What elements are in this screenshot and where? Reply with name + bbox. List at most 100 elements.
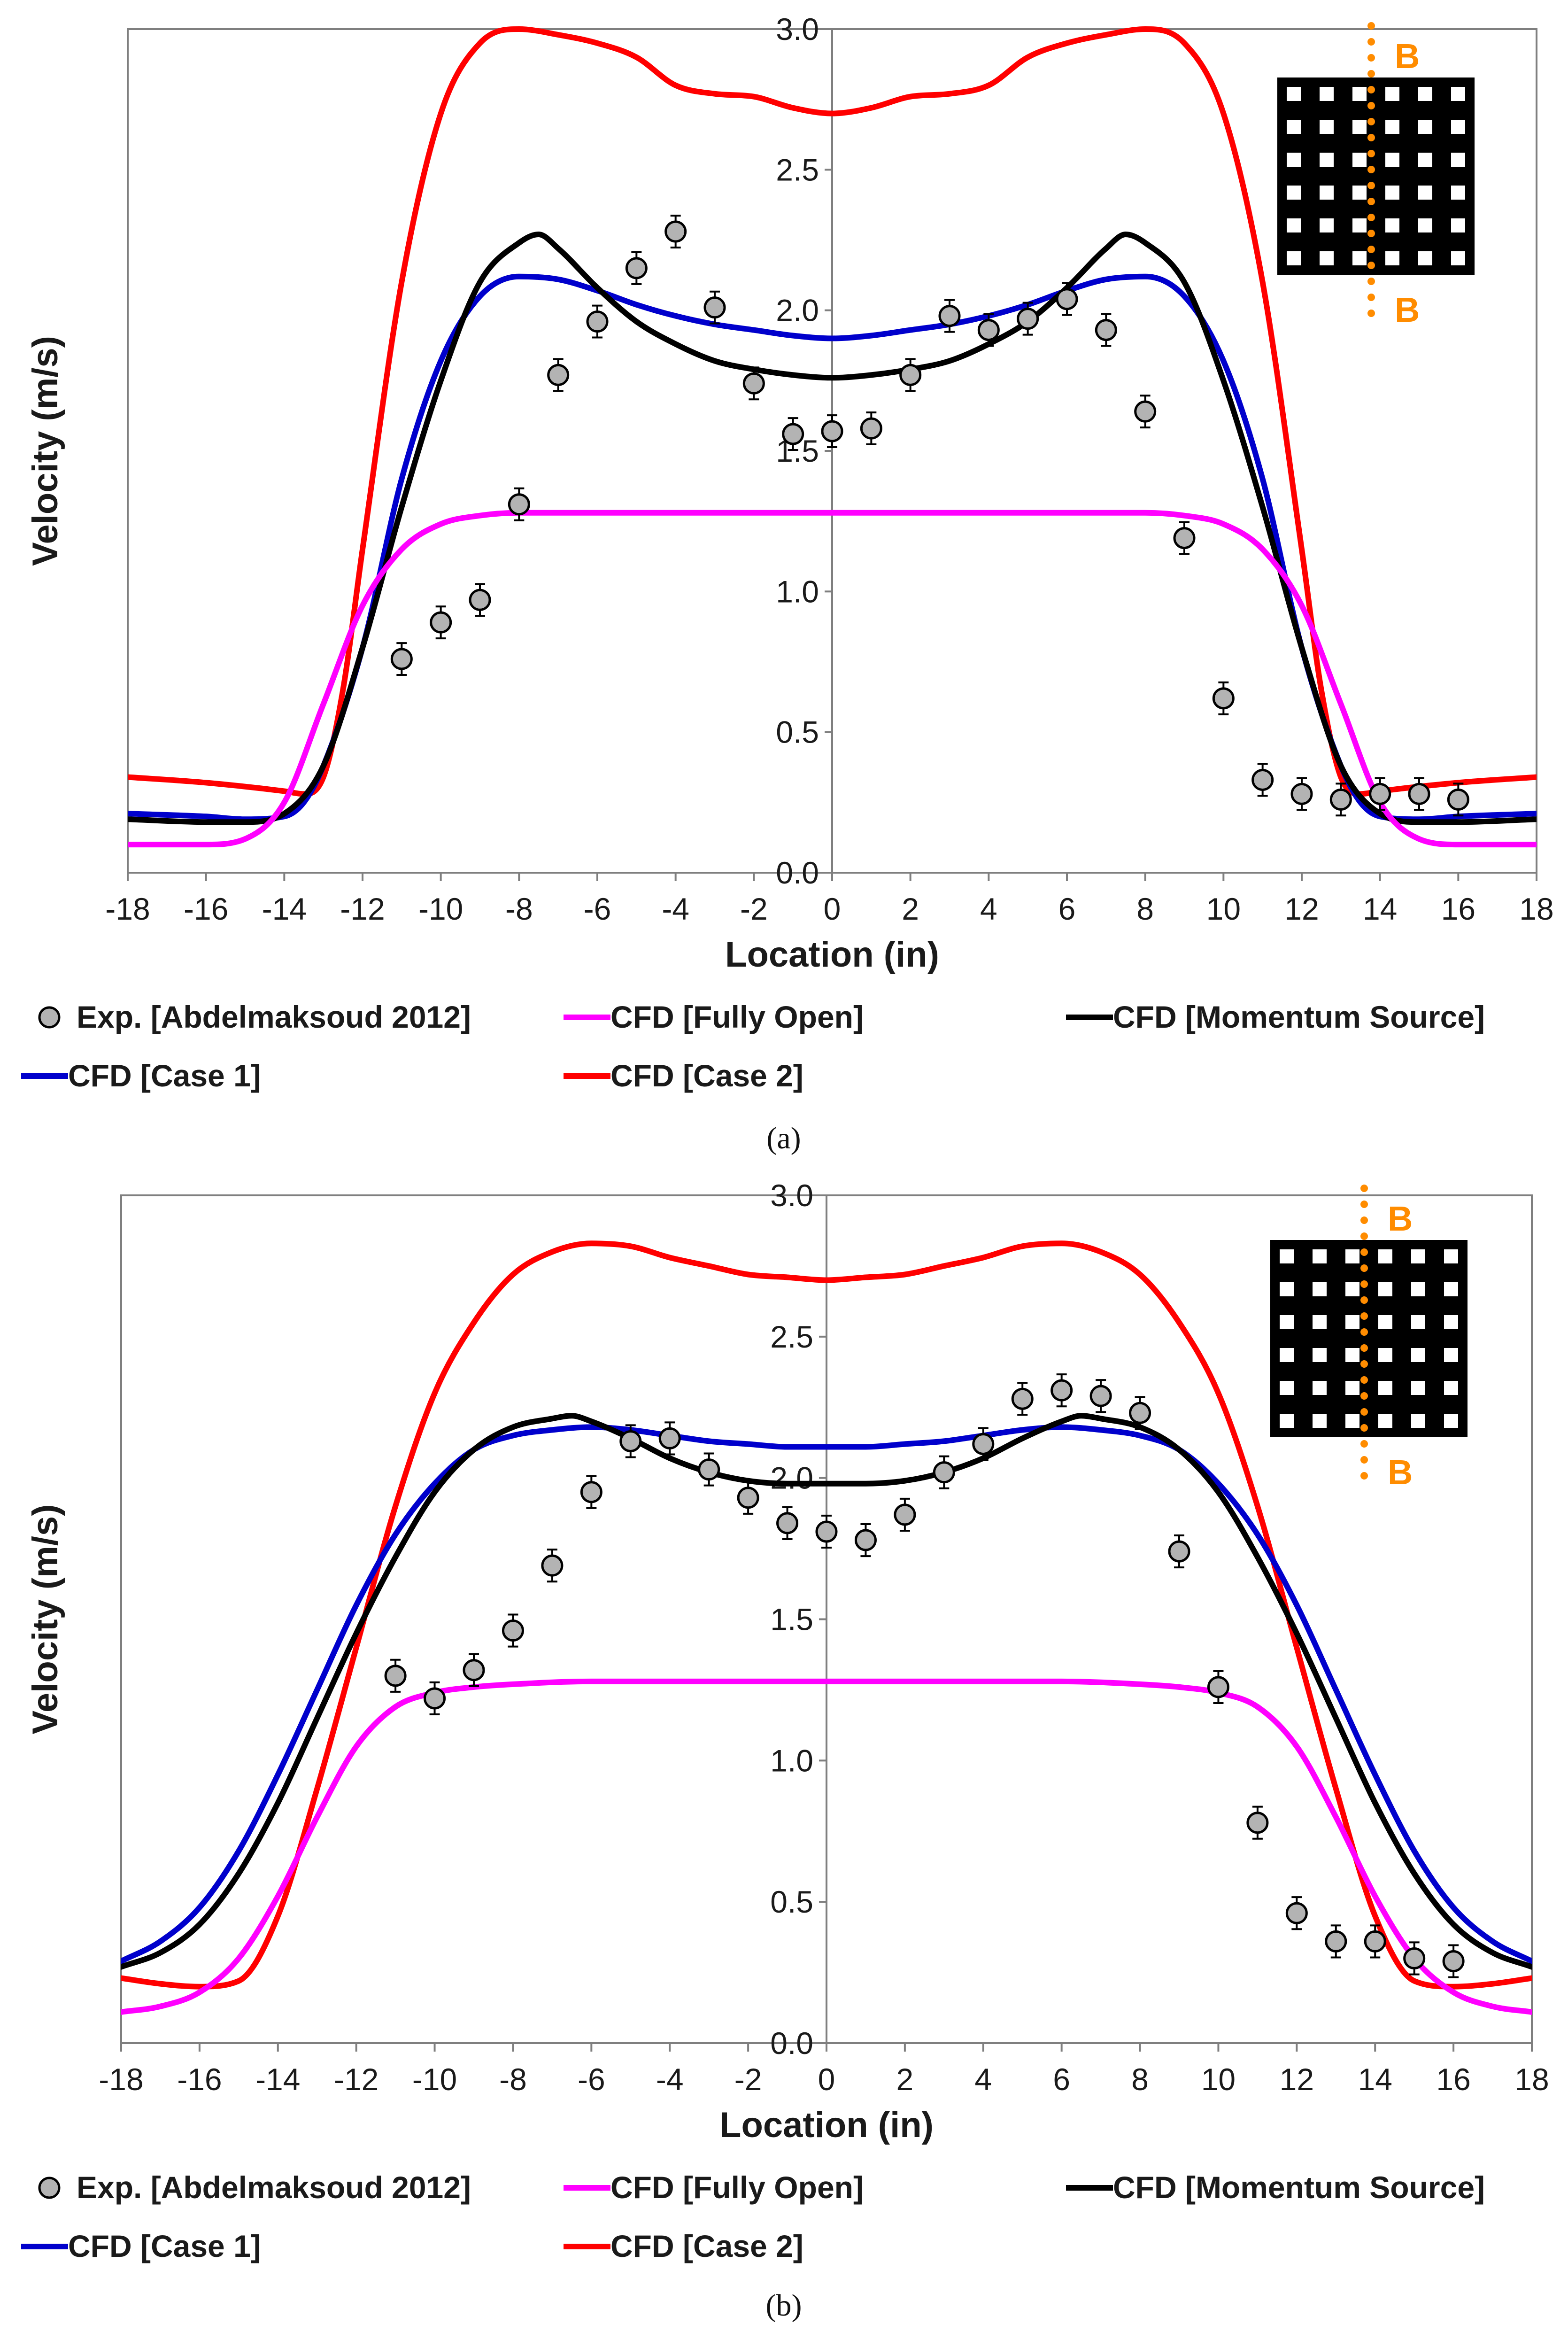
exp-data-point (860, 411, 882, 446)
legend-label: CFD [Fully Open] (610, 999, 864, 1034)
grid-opening (1418, 153, 1432, 167)
exp-data-point (1129, 1396, 1151, 1430)
grid-opening (1444, 1381, 1458, 1395)
x-tick-label: -6 (578, 2062, 605, 2097)
exp-data-point (664, 215, 687, 248)
grid-opening (1411, 1381, 1425, 1395)
legend-item: CFD [Fully Open] (564, 999, 864, 1034)
exp-data-point (580, 1475, 602, 1509)
grid-opening (1320, 87, 1334, 101)
exp-data-point (854, 1523, 877, 1557)
x-tick-label: -4 (662, 891, 689, 926)
x-axis-title: Location (in) (725, 935, 939, 975)
grid-opening (1451, 218, 1465, 232)
exp-data-point (933, 1455, 955, 1489)
legend-item: CFD [Fully Open] (564, 2170, 864, 2205)
grid-opening (1345, 1249, 1359, 1263)
exp-marker (1011, 1387, 1034, 1410)
x-tick-label: 4 (974, 2062, 992, 2097)
legend-label: CFD [Momentum Source] (1113, 999, 1485, 1034)
grid-opening (1352, 218, 1367, 232)
grid-opening (1411, 1414, 1425, 1428)
exp-marker (580, 1481, 602, 1503)
exp-data-point (658, 1421, 681, 1456)
exp-data-point (619, 1424, 642, 1458)
legend-label: CFD [Case 1] (68, 2229, 261, 2263)
exp-data-point (1212, 681, 1235, 715)
exp-data-point (1050, 1373, 1073, 1408)
x-tick-label: -10 (412, 2062, 457, 2097)
y-tick-label: 2.5 (770, 1319, 813, 1354)
grid-opening (1320, 120, 1334, 134)
grid-opening (1280, 1381, 1294, 1395)
exp-data-point (782, 417, 804, 451)
grid-opening (1320, 153, 1334, 167)
exp-data-point (815, 1514, 838, 1549)
exp-marker (1403, 1947, 1426, 1969)
grid-opening (1287, 87, 1301, 101)
x-tick-label: 14 (1363, 891, 1397, 926)
x-tick-label: 8 (1131, 2062, 1149, 2097)
x-tick-label: -14 (262, 891, 307, 926)
grid-opening (1280, 1414, 1294, 1428)
grid-opening (1444, 1315, 1458, 1329)
grid-opening (1345, 1282, 1359, 1296)
exp-data-point (1364, 1924, 1386, 1959)
exp-marker (776, 1512, 799, 1534)
grid-block (1270, 1240, 1468, 1437)
y-tick-label: 0.5 (770, 1884, 813, 1919)
exp-marker (1251, 768, 1274, 791)
exp-marker (1207, 1676, 1229, 1698)
panel-label: (a) (766, 1121, 801, 1155)
grid-opening (1287, 251, 1301, 265)
x-tick-label: 10 (1206, 891, 1241, 926)
legend-item: Exp. [Abdelmaksoud 2012] (38, 999, 471, 1034)
legend: Exp. [Abdelmaksoud 2012] CFD [Fully Open]… (21, 2170, 1485, 2263)
grid-opening (1352, 251, 1367, 265)
grid-opening (1280, 1315, 1294, 1329)
grid-opening (1378, 1381, 1392, 1395)
grid-opening (1345, 1315, 1359, 1329)
series-line-cfd-fully-open (121, 1678, 1532, 2015)
grid-opening (1451, 87, 1465, 101)
grid-opening (1411, 1315, 1425, 1329)
grid-opening (1418, 120, 1432, 134)
exp-marker (1369, 782, 1391, 805)
exp-data-point (625, 251, 648, 285)
legend-item: CFD [Case 1] (21, 1058, 261, 1093)
exp-data-point (1325, 1924, 1347, 1959)
grid-opening (1345, 1381, 1359, 1395)
exp-marker (508, 493, 530, 516)
exp-data-point (1246, 1805, 1269, 1840)
grid-opening (1280, 1282, 1294, 1296)
exp-marker (1246, 1812, 1269, 1834)
y-tick-label: 2.0 (770, 1461, 813, 1495)
exp-marker (1325, 1930, 1347, 1952)
exp-marker (1447, 788, 1469, 811)
exp-data-point (938, 299, 961, 333)
exp-data-point (1285, 1896, 1308, 1930)
grid-opening (1418, 251, 1432, 265)
exp-data-point (1168, 1534, 1190, 1569)
exp-data-point (698, 1452, 720, 1487)
series-line-cfd-case-1 (121, 1424, 1532, 1964)
inset-grid-schematic: BB (1277, 22, 1475, 330)
x-tick-label: -16 (184, 891, 228, 926)
exp-marker (894, 1503, 916, 1526)
grid-opening (1451, 153, 1465, 167)
x-tick-label: 2 (896, 2062, 914, 2097)
x-tick-label: 4 (980, 891, 997, 926)
grid-opening (1451, 120, 1465, 134)
grid-opening (1313, 1282, 1327, 1296)
exp-data-point (1408, 777, 1430, 811)
exp-marker (541, 1554, 564, 1577)
exp-data-point (776, 1506, 799, 1540)
grid-opening (1385, 120, 1399, 134)
y-tick-label: 2.0 (776, 293, 819, 328)
exp-marker (1056, 288, 1078, 310)
grid-block (1277, 77, 1475, 275)
exp-marker (854, 1529, 877, 1551)
exp-marker (1129, 1402, 1151, 1424)
x-tick-label: 12 (1280, 2062, 1314, 2097)
